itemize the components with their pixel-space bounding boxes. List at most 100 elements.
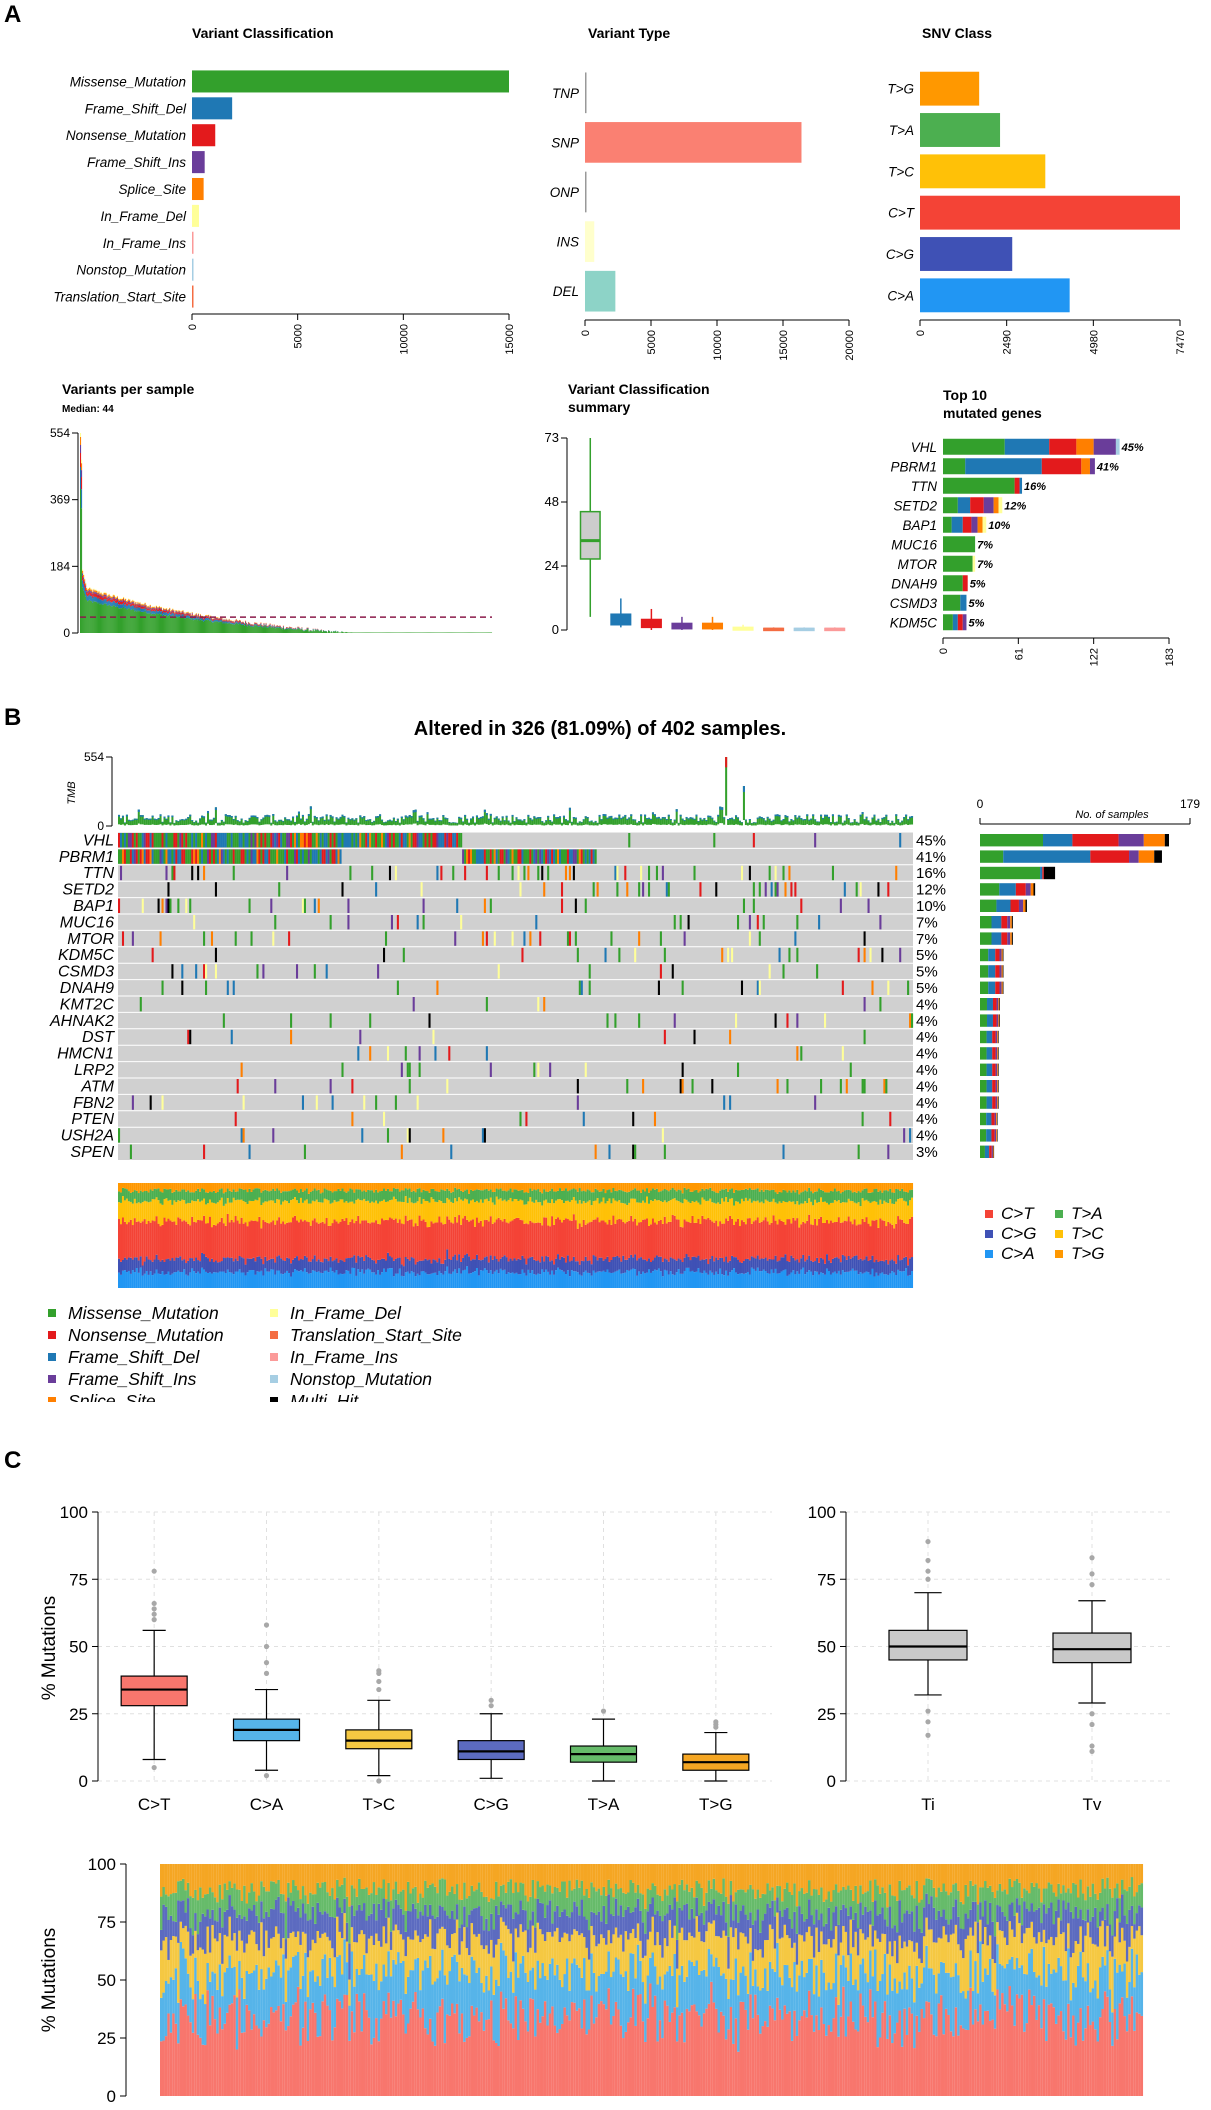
titv-track-segment — [632, 1189, 635, 1199]
tmb-bar-top — [827, 816, 830, 819]
tmb-bar-top — [837, 814, 840, 817]
tmb-bar — [725, 757, 728, 816]
titv-track-segment — [319, 1202, 322, 1223]
tmb-bar-top — [713, 820, 716, 822]
sample-bar-segment — [263, 624, 265, 626]
bar-ins — [585, 221, 595, 262]
titv-track-segment — [386, 1252, 389, 1269]
tmb-bar — [788, 821, 791, 826]
titv-track-segment — [446, 1216, 449, 1250]
sample-bar-segment — [153, 613, 155, 633]
titv-track-segment — [295, 1256, 299, 1271]
tmb-bar — [197, 822, 200, 826]
titv-track-segment — [594, 1272, 597, 1288]
oncoplot-cell — [309, 833, 312, 848]
oncoplot-cell — [485, 997, 488, 1012]
sample-bar-segment — [449, 632, 452, 633]
titv-track-segment — [276, 1270, 279, 1288]
side-bar-segment — [998, 1096, 999, 1109]
oncoplot-cell — [286, 849, 289, 864]
titv-track-segment — [295, 1200, 299, 1221]
tmb-bar-top — [833, 822, 836, 823]
titv-track-segment — [527, 1201, 530, 1225]
y-tick-label: 48 — [545, 494, 559, 509]
titv-track-segment — [118, 1183, 121, 1192]
titv-track-segment — [175, 1183, 178, 1190]
tmb-bar — [169, 822, 172, 826]
titv-track-segment — [586, 1223, 589, 1261]
titv-track-segment — [141, 1221, 144, 1266]
titv-track-segment — [341, 1188, 344, 1200]
oncoplot-cell — [566, 931, 569, 946]
tmb-bar — [181, 819, 184, 825]
tmb-bar — [161, 821, 164, 826]
oncoplot-cell — [594, 1144, 597, 1159]
sample-bar-segment — [231, 624, 233, 633]
tmb-bar-top — [240, 818, 243, 820]
tmb-bar-top — [740, 822, 743, 823]
titv-track-segment — [497, 1261, 500, 1274]
tmb-bar-top — [147, 818, 150, 820]
oncoplot-cell — [681, 1079, 684, 1094]
titv-track-segment — [137, 1183, 140, 1194]
titv-track-segment — [489, 1216, 492, 1256]
titv-track-segment — [562, 1219, 565, 1258]
oncoplot-cell — [483, 849, 486, 864]
sample-bar-segment — [260, 625, 262, 633]
sample-bar-segment — [109, 595, 111, 597]
titv-track-segment — [234, 1271, 237, 1288]
tmb-bar — [416, 820, 419, 826]
tmb-bar-top — [847, 818, 850, 820]
titv-track-segment — [295, 1220, 299, 1257]
sample-bar-segment — [123, 599, 125, 601]
titv-track-segment — [191, 1258, 194, 1269]
sample-bar-segment — [417, 632, 419, 633]
oncoplot-cell — [272, 931, 275, 946]
oncoplot-cell — [270, 849, 273, 864]
sample-bar-segment — [201, 618, 204, 621]
tmb-bar — [351, 818, 354, 825]
titv-track-segment — [377, 1259, 380, 1271]
titv-track-segment — [254, 1261, 257, 1275]
oncoplot-cell — [305, 849, 308, 864]
sample-bar-segment — [478, 632, 480, 633]
oncoplot-cell — [436, 833, 439, 848]
oncoplot-cell — [199, 833, 202, 848]
sample-bar-segment — [147, 607, 149, 609]
titv-track-segment — [256, 1188, 259, 1201]
titv-track-segment — [367, 1256, 370, 1269]
sample-bar-segment — [279, 626, 281, 628]
tmb-bar — [733, 819, 736, 825]
titv-track-segment — [470, 1220, 473, 1261]
bar-segment-bap1 — [951, 516, 963, 533]
sample-bar-segment — [243, 623, 246, 625]
titv-track-segment — [367, 1189, 370, 1201]
sample-bar-segment — [204, 617, 206, 620]
titv-track-segment — [307, 1203, 310, 1223]
x-tick-label: 5000 — [293, 324, 305, 348]
sample-bar-segment — [218, 620, 220, 623]
titv-track-segment — [398, 1191, 401, 1202]
titv-track-segment — [282, 1183, 285, 1192]
sample-bar-segment — [81, 508, 83, 633]
sample-bar-segment — [229, 623, 231, 633]
tmb-bar — [586, 817, 589, 825]
titv-track-segment — [547, 1256, 550, 1272]
tmb-bar — [123, 822, 126, 826]
side-bar-segment — [995, 1080, 998, 1093]
sample-bar-segment — [80, 445, 82, 453]
titv-track-segment — [377, 1183, 380, 1193]
sample-bar-segment — [212, 619, 214, 620]
oncoplot-cell — [582, 1111, 585, 1127]
titv-track-segment — [268, 1223, 271, 1260]
tmb-bar — [584, 816, 587, 825]
tmb-bar — [153, 818, 156, 825]
oncoplot-cell — [588, 964, 591, 979]
oncoplot-cell — [189, 898, 192, 913]
tmb-bar — [827, 816, 830, 825]
oncoplot-cell — [464, 849, 467, 864]
titv-track-segment — [485, 1270, 488, 1288]
tmb-bar-top — [549, 820, 552, 821]
oncoplot-cell — [426, 833, 429, 848]
tmb-bar — [246, 820, 249, 826]
